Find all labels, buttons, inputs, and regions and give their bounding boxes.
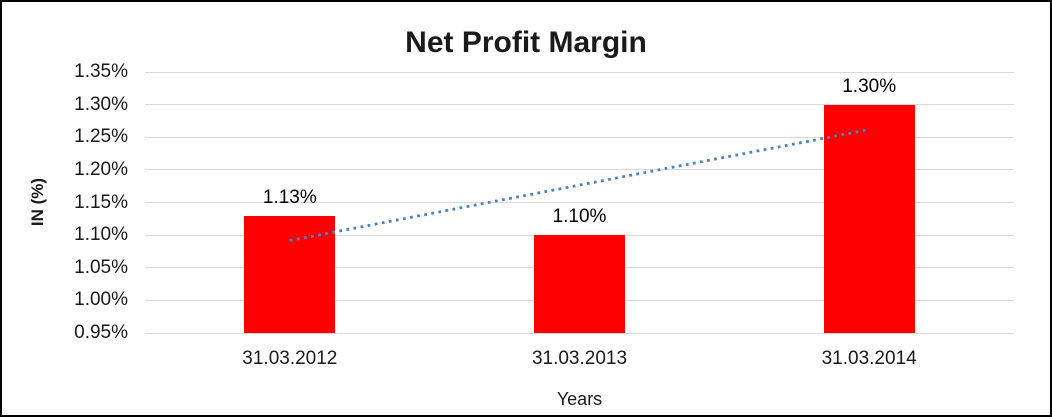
bar-value-label: 1.13% [262,186,317,208]
bar-value-label: 1.10% [552,206,607,228]
bar [823,104,915,333]
gridline [145,104,1014,106]
x-tick-label: 31.03.2012 [242,348,338,369]
y-tick-label: 1.00% [74,289,128,311]
gridline [145,71,1014,73]
gridline [145,332,1014,334]
y-tick-label: 1.35% [74,61,128,82]
y-tick-label: 0.95% [74,322,128,343]
x-tick-label: 31.03.2014 [821,348,917,369]
y-tick-label: 1.10% [74,224,128,246]
y-tick-label: 1.05% [74,256,128,278]
gridline [145,202,1014,203]
bar-value-label: 1.30% [842,75,897,97]
y-tick-label: 1.30% [74,93,128,115]
x-tick-label: 31.03.2013 [531,348,628,369]
y-tick-label: 1.25% [74,126,128,148]
x-axis-title: Years [556,389,603,409]
y-tick-label: 1.20% [74,158,128,180]
bar [534,235,625,333]
trendline-layer [289,128,870,242]
chart-title: Net Profit Margin [405,26,647,59]
plot-area: 1.13% 1.10% 1.30% [145,71,1014,334]
trendline [289,128,870,242]
gridline [145,136,1014,138]
y-tick-label: 1.15% [74,191,128,213]
gridline [145,169,1014,171]
